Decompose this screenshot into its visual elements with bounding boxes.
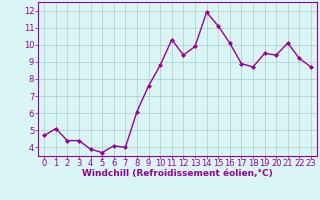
X-axis label: Windchill (Refroidissement éolien,°C): Windchill (Refroidissement éolien,°C) — [82, 169, 273, 178]
